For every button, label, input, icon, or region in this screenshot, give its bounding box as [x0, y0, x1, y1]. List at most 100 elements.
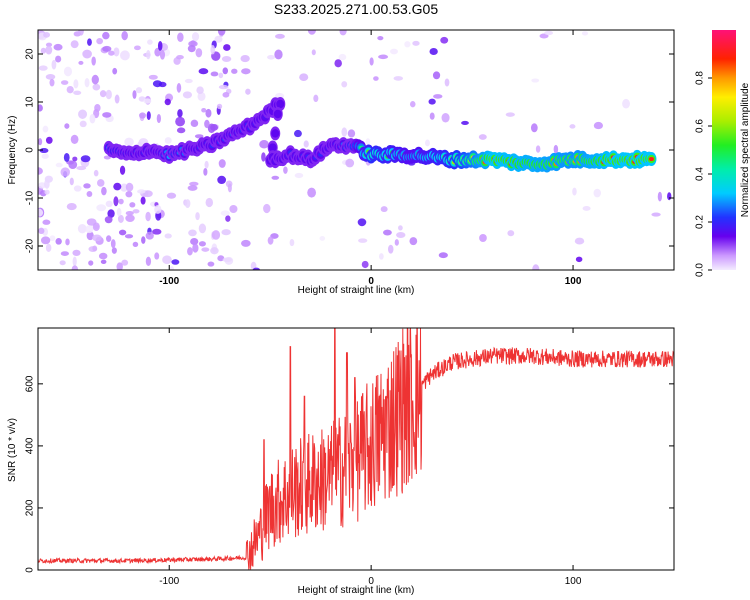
heatmap-speckle: [428, 98, 436, 105]
heatmap-speckle: [182, 91, 193, 99]
y-tick-label: 400: [25, 437, 36, 454]
heatmap-speckle: [89, 113, 96, 124]
heatmap-speckle: [218, 72, 224, 79]
heatmap-speckle: [198, 223, 207, 234]
heatmap-speckle: [198, 241, 206, 247]
heatmap-speckle: [71, 265, 79, 270]
heatmap-speckle: [152, 228, 162, 235]
heatmap-speckle: [195, 212, 200, 221]
heatmap-speckle: [365, 138, 371, 146]
heatmap-speckle: [319, 236, 326, 241]
heatmap-speckle: [63, 66, 73, 77]
heatmap-speckle: [102, 112, 112, 118]
heatmap-speckle: [553, 144, 559, 154]
y-tick-label: 10: [25, 96, 36, 108]
heatmap-speckle: [39, 148, 49, 154]
heatmap-speckle: [84, 78, 90, 88]
heatmap-speckle: [197, 91, 206, 101]
heatmap-speckle: [177, 32, 184, 43]
heatmap-speckle: [461, 120, 469, 125]
heatmap-speckle: [73, 185, 82, 192]
heatmap-speckle: [216, 103, 223, 110]
colorbar-tick-label: 0.2: [695, 215, 706, 229]
heatmap-speckle: [204, 160, 209, 169]
heatmap-speckle: [299, 73, 309, 82]
heatmap-speckle: [175, 116, 186, 127]
heatmap-speckle: [311, 49, 316, 56]
heatmap-speckle: [146, 49, 151, 60]
heatmap-speckle: [188, 229, 197, 237]
heatmap-speckle: [404, 41, 411, 48]
heatmap-speckle: [69, 177, 74, 186]
heatmap-speckle: [102, 31, 110, 40]
heatmap-speckle: [66, 160, 75, 165]
heatmap-speckle: [379, 253, 384, 260]
x-tick-label: 100: [565, 576, 582, 587]
heatmap-speckle: [70, 40, 79, 49]
heatmap-speckle: [91, 74, 99, 85]
heatmap-speckle: [118, 229, 127, 236]
heatmap-speckle: [106, 235, 112, 242]
heatmap-speckle: [222, 67, 229, 75]
heatmap-speckle: [129, 202, 136, 208]
heatmap-speckle: [191, 32, 200, 42]
heatmap-speckle: [111, 247, 117, 254]
heatmap-speckle: [146, 111, 151, 121]
heatmap-speckle: [105, 89, 112, 100]
snr-series-line: [38, 328, 674, 570]
heatmap-speckle: [176, 127, 186, 134]
heatmap-speckle: [125, 190, 133, 198]
heatmap-speckle: [252, 267, 260, 270]
heatmap-speckle: [187, 45, 196, 53]
heatmap-speckle: [184, 199, 191, 209]
heatmap-speckle: [116, 262, 123, 270]
heatmap-speckle: [382, 229, 392, 236]
x-tick-label: 0: [368, 576, 374, 587]
heatmap-speckle: [581, 31, 589, 36]
heatmap-speckle: [101, 186, 107, 196]
heatmap-speckle: [38, 208, 44, 217]
heatmap-speckle: [267, 236, 274, 245]
colorbar-tick-label: 0.8: [695, 71, 706, 85]
heatmap-speckle: [535, 145, 541, 153]
heatmap-speckle: [593, 121, 604, 130]
ridge-core: [272, 131, 278, 136]
snr-y-label: SNR (10 * v/v): [7, 418, 18, 482]
heatmap-speckle: [38, 182, 46, 189]
spectrogram-y-label: Frequency (Hz): [7, 116, 18, 185]
heatmap-speckle: [125, 214, 135, 222]
y-tick-label: 600: [25, 375, 36, 392]
heatmap-speckle: [40, 236, 51, 245]
heatmap-speckle: [140, 196, 146, 205]
heatmap-speckle: [192, 243, 199, 253]
heatmap-speckle: [429, 112, 435, 120]
heatmap-speckle: [478, 134, 487, 140]
heatmap-speckle: [108, 50, 115, 56]
heatmap-speckle: [125, 211, 134, 216]
heatmap-speckle: [440, 36, 449, 44]
heatmap-speckle: [49, 235, 56, 241]
heatmap-speckle: [44, 189, 50, 195]
heatmap-speckle: [45, 243, 52, 253]
heatmap-speckle: [164, 233, 172, 239]
heatmap-speckle: [43, 32, 51, 38]
heatmap-speckle: [38, 138, 43, 146]
heatmap-speckle: [207, 261, 215, 267]
heatmap-speckle: [205, 108, 212, 118]
heatmap-speckle: [60, 167, 70, 177]
heatmap-speckle: [145, 256, 152, 267]
heatmap-speckle: [159, 49, 166, 60]
heatmap-speckle: [51, 59, 57, 70]
heatmap-speckle: [227, 183, 232, 193]
heatmap-speckle: [241, 239, 251, 247]
colorbar: 0.0 0.2 0.4 0.6 0.8 Normalized spectral ampl…: [695, 30, 750, 277]
heatmap-speckle: [358, 238, 368, 243]
heatmap-speckle: [201, 108, 207, 113]
heatmap-speckle: [412, 40, 420, 46]
heatmap-speckle: [210, 44, 216, 55]
heatmap-speckle: [87, 38, 92, 46]
heatmap-speckle: [267, 54, 276, 60]
heatmap-speckle: [100, 259, 107, 264]
heatmap-speckle: [313, 94, 319, 103]
